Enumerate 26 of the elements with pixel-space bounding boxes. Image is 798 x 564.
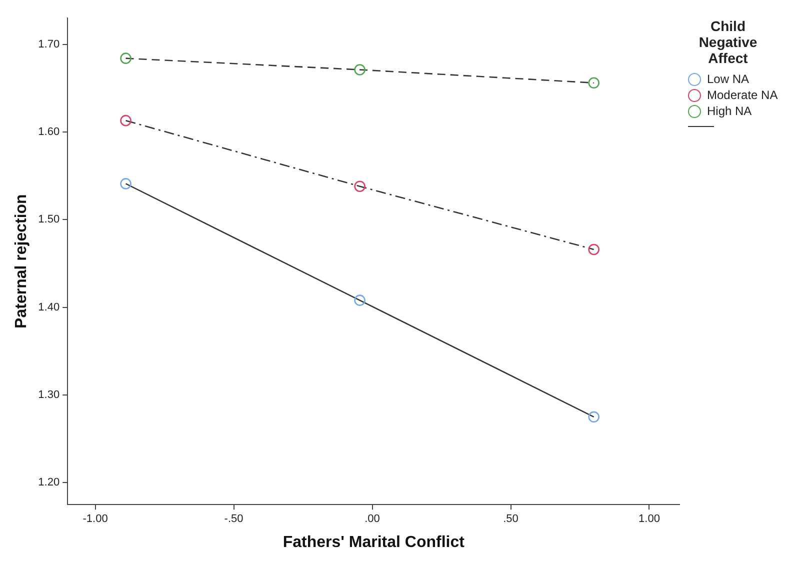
x-axis-title: Fathers' Marital Conflict bbox=[282, 534, 466, 551]
point bbox=[588, 244, 600, 256]
x-tick-label: -1.00 bbox=[82, 513, 108, 526]
y-tick-label: 1.20 bbox=[38, 476, 60, 489]
x-tick-label: -.50 bbox=[224, 513, 244, 526]
y-tick-label: 1.30 bbox=[38, 389, 60, 402]
point bbox=[354, 64, 366, 76]
legend-label: Moderate NA bbox=[707, 88, 778, 102]
y-tick-label: 1.60 bbox=[38, 126, 60, 138]
y-tick-label: 1.70 bbox=[38, 38, 60, 50]
legend-title: Child Negative Affect bbox=[698, 18, 758, 66]
y-tick-label: 1.50 bbox=[38, 214, 60, 226]
y-tick-label: 1.40 bbox=[38, 301, 60, 314]
point bbox=[588, 411, 600, 423]
point bbox=[120, 114, 132, 126]
y-axis-title: Paternal rejection bbox=[13, 194, 30, 328]
legend-label: Low NA bbox=[707, 72, 750, 86]
point bbox=[120, 52, 132, 64]
point bbox=[588, 77, 600, 89]
point bbox=[354, 294, 366, 306]
point bbox=[354, 180, 366, 192]
x-tick-label: .00 bbox=[364, 513, 380, 526]
x-tick-label: .50 bbox=[503, 513, 518, 526]
point bbox=[120, 178, 132, 190]
legend-label: High NA bbox=[707, 104, 752, 118]
x-tick-label: 1.00 bbox=[638, 513, 660, 526]
